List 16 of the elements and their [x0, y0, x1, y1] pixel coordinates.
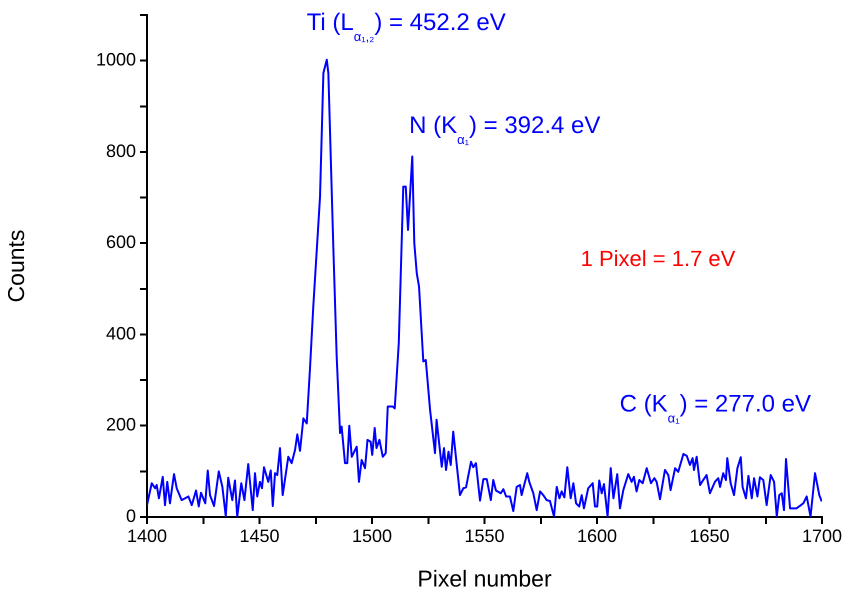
x-tick-label: 1550 — [464, 526, 505, 546]
x-tick-label: 1450 — [239, 526, 280, 546]
y-tick-label: 600 — [106, 232, 136, 252]
x-tick-label: 1400 — [126, 526, 168, 546]
y-axis-title: Counts — [3, 230, 30, 302]
y-tick-label: 800 — [106, 140, 136, 161]
x-tick-label: 1500 — [352, 526, 392, 546]
x-tick-label: 1650 — [689, 526, 730, 546]
y-tick-label: 400 — [106, 323, 136, 344]
x-tick-label: 1600 — [576, 526, 618, 546]
x-tick-label: 1700 — [802, 526, 842, 546]
x-axis-title: Pixel number — [417, 566, 552, 592]
annotation: 1 Pixel = 1.7 eV — [580, 246, 736, 271]
y-tick-label: 0 — [126, 506, 136, 526]
y-tick-label: 200 — [106, 414, 136, 435]
y-tick-label: 1000 — [96, 50, 136, 70]
